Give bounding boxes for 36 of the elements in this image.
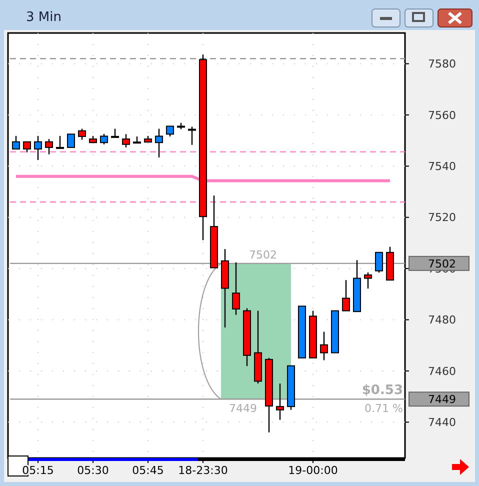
- ref-line-label: 7449: [428, 392, 456, 406]
- candlestick: [155, 128, 163, 158]
- candlestick: [375, 252, 383, 274]
- candlestick: [56, 135, 64, 149]
- x-tick-label: 05:45: [132, 464, 164, 477]
- candlestick: [188, 126, 196, 146]
- y-tick-label: 7580: [428, 58, 456, 71]
- y-tick-label: 7560: [428, 108, 456, 122]
- y-tick-label: 7480: [428, 314, 456, 327]
- annotation: $0.53: [362, 383, 403, 398]
- y-tick-label: 7460: [428, 364, 456, 378]
- candlestick: [320, 331, 328, 361]
- candlestick: [78, 128, 86, 140]
- candlestick: [276, 382, 284, 420]
- annotation: 7502: [249, 248, 277, 262]
- y-tick-label: 7540: [428, 160, 456, 173]
- annotation: 0.71 %: [364, 402, 403, 416]
- candlestick: [166, 126, 174, 138]
- candlestick: [122, 134, 130, 148]
- candlestick: [23, 141, 31, 153]
- y-tick-label: 7520: [428, 211, 456, 224]
- x-tick-label: 05:30: [77, 464, 109, 477]
- annotation: 7449: [229, 402, 257, 416]
- x-tick-label: 18-23:30: [178, 464, 228, 477]
- candlestick: [67, 134, 75, 148]
- candlestick: [364, 272, 372, 290]
- y-tick-label: 7440: [428, 416, 456, 430]
- candlestick: [12, 135, 20, 150]
- candlestick: [232, 262, 240, 316]
- candlestick: [100, 133, 108, 145]
- chart-title: 3 Min: [26, 10, 62, 25]
- x-tick-label: 19-00:00: [288, 464, 338, 477]
- candlestick: [45, 138, 53, 155]
- candlestick: [342, 279, 350, 312]
- ref-line-label: 7502: [428, 257, 456, 270]
- candlestick: [34, 135, 42, 161]
